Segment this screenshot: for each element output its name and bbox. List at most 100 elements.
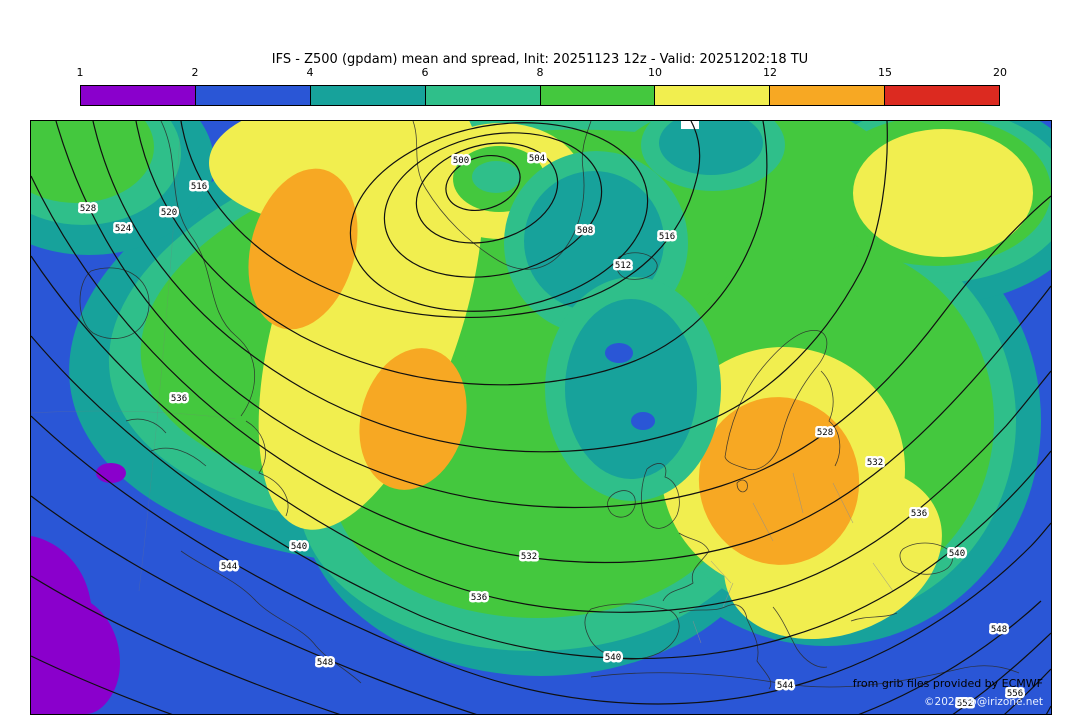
contour-label: 516 xyxy=(191,182,207,192)
spread-blob xyxy=(605,343,633,363)
contour-label: 544 xyxy=(777,681,793,691)
colorbar-segment xyxy=(81,86,196,105)
spread-blob xyxy=(853,129,1033,257)
colorbar-segment xyxy=(540,86,656,105)
spread-blob xyxy=(631,412,655,430)
contour-line-532 xyxy=(31,175,1051,564)
coastline-great-lakes xyxy=(125,418,207,467)
coastline-france xyxy=(662,532,710,602)
coastline-greenland xyxy=(412,121,592,270)
colorbar-tick: 12 xyxy=(763,66,777,79)
colorbar-tick: 6 xyxy=(421,66,429,79)
contour-line-504 xyxy=(415,142,559,244)
page-title: IFS - Z500 (gpdam) mean and spread, Init… xyxy=(271,52,809,67)
spread-blob xyxy=(472,161,520,193)
contour-line-516 xyxy=(180,121,701,318)
country-borders xyxy=(692,472,894,644)
map-top-gap xyxy=(681,121,699,129)
coastline-italy xyxy=(678,604,772,690)
colorbar-segment xyxy=(770,86,886,105)
spread-blob xyxy=(359,348,467,490)
contour-line-544 xyxy=(31,415,1051,705)
contour-line-500 xyxy=(445,155,521,211)
spread-blob xyxy=(31,536,120,714)
colorbar-tick: 2 xyxy=(191,66,199,79)
contour-line-536 xyxy=(31,255,1051,613)
coastline-iceland xyxy=(615,252,658,280)
contour-label: 544 xyxy=(221,562,237,572)
coastline-iberia xyxy=(584,603,680,660)
coastline-aegean xyxy=(850,612,898,622)
contour-line-520 xyxy=(135,121,768,386)
contour-label: 556 xyxy=(1007,689,1023,699)
contour-label: 528 xyxy=(817,428,833,438)
contour-label: 548 xyxy=(991,625,1007,635)
contour-line-508 xyxy=(383,132,603,278)
spread-blob xyxy=(698,397,860,565)
contour-label: 532 xyxy=(867,458,883,468)
coastline-labrador xyxy=(245,420,289,517)
spread-blob xyxy=(248,168,358,330)
coastline-denmark xyxy=(736,479,748,493)
contour-label: 504 xyxy=(529,154,545,164)
contour-line-540 xyxy=(31,335,1051,660)
coastline-scandinavia xyxy=(724,329,828,471)
coastline-baltic xyxy=(820,370,841,467)
coastline-ireland xyxy=(607,490,636,518)
spread-blob xyxy=(565,299,697,479)
contour-label: 536 xyxy=(471,593,487,603)
colorbar xyxy=(80,85,1000,106)
coastline-uk xyxy=(641,463,680,529)
coastline-hudson-bay xyxy=(79,267,150,339)
colorbar-tick: 1 xyxy=(76,66,84,79)
contour-label: 516 xyxy=(659,232,675,242)
weather-map: 500 504 508 512 516 516 520 524 528 528 … xyxy=(31,121,1051,714)
spread-yellow-layer xyxy=(209,121,1033,640)
contour-line-524 xyxy=(92,121,888,453)
contour-label: 548 xyxy=(317,658,333,668)
z500-contour-labels: 500 504 508 512 516 516 520 524 528 528 … xyxy=(77,152,1025,712)
contour-label: 512 xyxy=(615,261,631,271)
contour-label: 520 xyxy=(161,208,177,218)
coastline-balkans xyxy=(772,606,828,668)
contour-line-548 xyxy=(31,495,1042,714)
graticule xyxy=(31,121,237,592)
colorbar-tick: 15 xyxy=(878,66,892,79)
colorbar-segment xyxy=(195,86,311,105)
spread-teal-pockets xyxy=(504,121,785,501)
contour-line-512 xyxy=(349,122,649,312)
credit-copyright: ©2025 sb@irizone.net xyxy=(924,696,1043,708)
colorbar-tick: 10 xyxy=(648,66,662,79)
z500-contours xyxy=(31,121,1051,714)
map-frame: 500 504 508 512 516 516 520 524 528 528 … xyxy=(30,120,1052,715)
colorbar-tick: 4 xyxy=(306,66,314,79)
contour-line-528 xyxy=(55,121,1051,509)
colorbar-tick: 20 xyxy=(993,66,1007,79)
coastline-north-africa xyxy=(590,665,1020,688)
colorbar-ticks: 1 2 4 6 8 10 12 15 20 xyxy=(76,66,1008,81)
colorbar-segment xyxy=(425,86,541,105)
contour-label: 536 xyxy=(911,509,927,519)
contour-label: 508 xyxy=(577,226,593,236)
coastline-black-sea xyxy=(899,542,953,575)
contour-label: 528 xyxy=(80,204,96,214)
spread-blob xyxy=(659,121,763,175)
credit-ecmwf: from grib files provided by ECMWF xyxy=(852,677,1043,690)
coastline-canada xyxy=(160,121,256,417)
spread-blob xyxy=(96,463,126,483)
contour-label: 536 xyxy=(171,394,187,404)
contour-label: 500 xyxy=(453,156,469,166)
contour-label: 524 xyxy=(115,224,131,234)
colorbar-segment xyxy=(310,86,426,105)
colorbar-segment xyxy=(885,86,999,105)
colorbar-tick: 8 xyxy=(536,66,544,79)
contour-label: 540 xyxy=(291,542,307,552)
contour-line-552 xyxy=(31,575,1051,714)
coastlines xyxy=(79,121,1020,690)
contour-label: 540 xyxy=(605,653,621,663)
contour-label: 552 xyxy=(957,699,973,709)
contour-label: 532 xyxy=(521,552,537,562)
contour-label: 540 xyxy=(949,549,965,559)
spread-orange-layer xyxy=(248,168,860,565)
spread-blob xyxy=(31,121,154,203)
